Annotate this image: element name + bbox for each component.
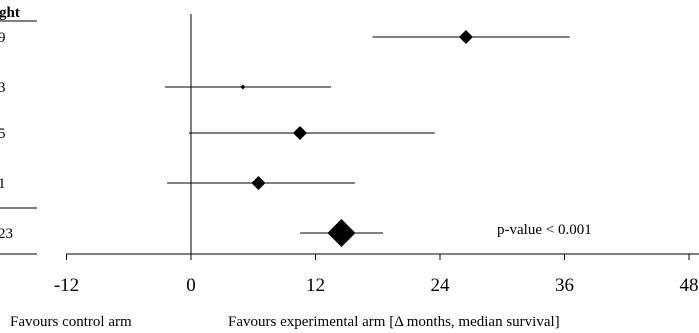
- x-tick-label: 12: [306, 275, 325, 296]
- study-point-marker: [458, 30, 473, 44]
- study-point-marker: [251, 176, 266, 190]
- weight-value-label: 5: [0, 126, 6, 142]
- x-tick-label: 48: [680, 275, 699, 296]
- weight-value-label: 23: [0, 226, 13, 242]
- weight-column-header: ght: [0, 5, 20, 21]
- x-axis-ticks: -12 0 12 24 36 48: [54, 254, 699, 296]
- weight-value-label: 3: [0, 80, 6, 96]
- study-point-marker: [292, 126, 307, 140]
- weight-value-label: 9: [0, 30, 6, 46]
- x-tick-label: -12: [54, 275, 79, 296]
- summary-diamond-marker: [327, 219, 356, 247]
- x-tick-label: 36: [555, 275, 574, 296]
- favours-control-caption: Favours control arm: [10, 314, 132, 330]
- x-tick-label: 0: [186, 275, 196, 296]
- x-tick-label: 24: [431, 275, 451, 296]
- favours-experimental-caption: Favours experimental arm [Δ months, medi…: [228, 314, 560, 330]
- p-value-annotation: p-value < 0.001: [497, 222, 592, 238]
- study-rows: 9 3 5 1 23: [0, 30, 570, 247]
- weight-value-label: 1: [0, 176, 6, 192]
- study-point-marker: [240, 84, 246, 90]
